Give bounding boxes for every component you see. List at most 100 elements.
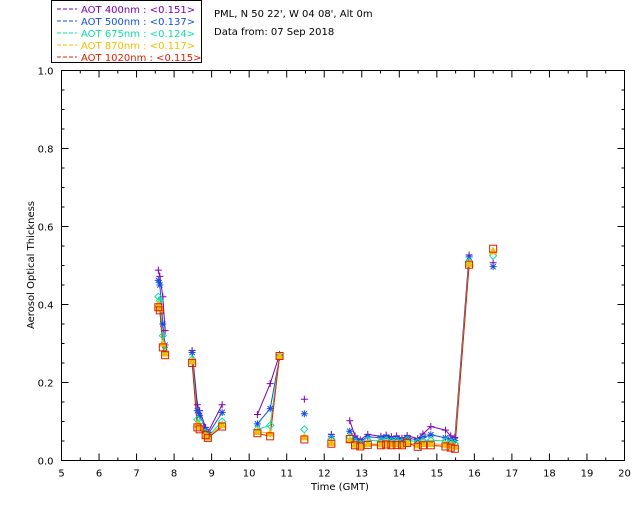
legend-label: AOT 400nm : <0.151> [81, 5, 195, 16]
y-tick-label: 0.6 [38, 223, 54, 234]
legend-label: AOT 1020nm : <0.115> [81, 53, 201, 64]
data-point-asterisk [398, 436, 406, 444]
legend-label: AOT 500nm : <0.137> [81, 17, 195, 28]
x-tick-label: 9 [208, 469, 214, 480]
data-point-plus [346, 417, 354, 425]
data-point-asterisk [465, 253, 473, 261]
y-tick-label: 0.8 [38, 145, 54, 156]
x-tick-label: 16 [468, 469, 481, 480]
data-point-square [489, 244, 498, 253]
series-lines [158, 249, 493, 449]
data-point-square [161, 351, 170, 360]
series-line [158, 249, 493, 449]
data-point-asterisk [156, 281, 164, 289]
data-point-asterisk [253, 420, 261, 428]
data-point-square [450, 444, 459, 453]
data-point-square [382, 440, 391, 449]
data-point-triangle [488, 246, 498, 255]
data-point-asterisk [346, 427, 354, 435]
data-point-square [403, 438, 412, 447]
data-point-square [266, 432, 275, 441]
series-markers [153, 244, 498, 453]
data-point-triangle [275, 351, 284, 360]
data-point-asterisk [427, 431, 435, 439]
x-tick-label: 20 [618, 469, 631, 480]
x-tick-label: 10 [243, 469, 256, 480]
x-tick-label: 19 [581, 469, 594, 480]
data-point-square [218, 422, 227, 431]
x-tick-label: 12 [318, 469, 331, 480]
legend-label: AOT 675nm : <0.124> [81, 29, 195, 40]
data-point-triangle [450, 441, 460, 450]
data-point-diamond [488, 251, 498, 260]
data-point-asterisk [387, 435, 395, 443]
data-point-plus [253, 410, 261, 418]
data-point-plus [193, 401, 201, 409]
location-label: PML, N 50 22', W 04 08', Alt 0m [214, 9, 373, 20]
x-tick-label: 14 [393, 469, 406, 480]
series-line [158, 257, 493, 441]
data-point-square [392, 440, 401, 449]
legend-box [51, 0, 202, 63]
data-point-asterisk [193, 407, 201, 415]
y-tick-label: 0.4 [38, 301, 54, 312]
x-tick-label: 8 [171, 469, 177, 480]
data-point-asterisk [159, 320, 167, 328]
x-tick-label: 13 [355, 469, 368, 480]
data-point-square [413, 442, 422, 451]
data-point-square [418, 441, 427, 450]
data-point-square [158, 343, 167, 352]
data-point-square [351, 441, 360, 450]
y-axis-label: Aerosol Optical Thickness [26, 201, 37, 329]
data-point-triangle [299, 432, 309, 441]
data-point-asterisk [202, 426, 210, 434]
data-point-asterisk [218, 409, 226, 417]
date-label: Data from: 07 Sep 2018 [214, 27, 334, 38]
data-point-square [155, 306, 164, 315]
y-tick-label: 0.2 [38, 379, 54, 390]
data-point-asterisk [188, 348, 196, 356]
data-point-square [465, 260, 474, 269]
data-point-square [345, 435, 354, 444]
plot-frame [61, 70, 625, 461]
data-point-plus [427, 423, 435, 431]
y-tick-label: 1.0 [38, 67, 54, 78]
data-point-square [441, 442, 450, 451]
data-point-plus [441, 426, 449, 434]
data-point-square [446, 443, 455, 452]
data-point-asterisk [196, 411, 204, 419]
data-point-asterisk [300, 410, 308, 418]
data-point-asterisk [489, 263, 497, 271]
x-tick-label: 17 [506, 469, 519, 480]
data-point-square [376, 441, 385, 450]
data-point-square [387, 441, 396, 450]
x-tick-label: 7 [133, 469, 139, 480]
data-point-plus [159, 293, 167, 301]
data-point-triangle [160, 348, 170, 357]
data-point-plus [218, 401, 226, 409]
data-point-square [275, 351, 284, 360]
data-point-triangle [464, 259, 474, 267]
data-point-asterisk [393, 434, 401, 442]
data-point-asterisk [154, 276, 162, 284]
data-point-triangle [217, 420, 227, 428]
data-point-triangle [253, 427, 262, 435]
legend-label: AOT 870nm : <0.117> [81, 41, 195, 52]
series-line [158, 255, 493, 440]
data-point-square [426, 441, 435, 450]
data-point-square [195, 425, 204, 434]
data-point-square [201, 431, 210, 440]
data-point-plus [300, 395, 308, 403]
data-point-square [203, 433, 212, 442]
data-point-asterisk [414, 436, 422, 444]
data-point-square [327, 439, 336, 448]
data-point-asterisk [327, 432, 335, 440]
x-tick-label: 15 [430, 469, 443, 480]
x-tick-label: 6 [96, 469, 102, 480]
x-tick-label: 18 [543, 469, 556, 480]
legend: AOT 400nm : <0.151>AOT 500nm : <0.137>AO… [57, 5, 201, 64]
data-point-square [356, 442, 365, 451]
y-axis: 0.0 0.2 0.4 0.6 0.8 1.0 [38, 67, 625, 468]
data-point-square [397, 441, 406, 450]
